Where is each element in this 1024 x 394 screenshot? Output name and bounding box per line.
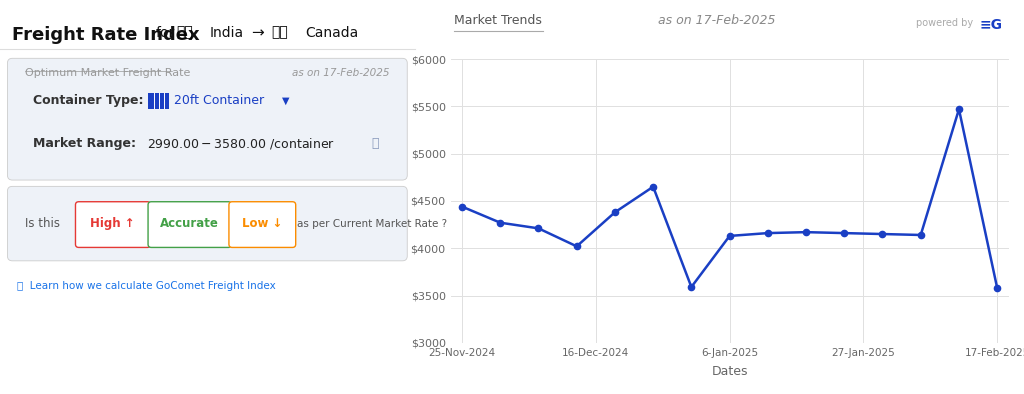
Text: India: India: [210, 26, 244, 40]
Text: as on 17-Feb-2025: as on 17-Feb-2025: [658, 14, 775, 27]
Text: as per Current Market Rate ?: as per Current Market Rate ?: [297, 219, 446, 229]
Text: Market Trends: Market Trends: [454, 14, 542, 27]
Text: $2990.00 - $3580.00 /container: $2990.00 - $3580.00 /container: [147, 136, 335, 151]
Text: ⓘ: ⓘ: [371, 138, 379, 150]
Text: 🇮🇳: 🇮🇳: [176, 26, 193, 40]
FancyBboxPatch shape: [148, 202, 231, 247]
Text: 20ft Container: 20ft Container: [174, 94, 264, 107]
Text: powered by: powered by: [916, 18, 974, 28]
FancyBboxPatch shape: [7, 186, 408, 261]
Text: Container Type:: Container Type:: [33, 94, 143, 107]
FancyBboxPatch shape: [148, 93, 169, 109]
Text: 🇨🇦: 🇨🇦: [271, 26, 289, 40]
Text: Optimum Market Freight Rate: Optimum Market Freight Rate: [25, 68, 190, 78]
Text: Canada: Canada: [305, 26, 358, 40]
FancyBboxPatch shape: [7, 58, 408, 180]
Text: ≡G: ≡G: [980, 18, 1002, 32]
Text: Market Range:: Market Range:: [33, 138, 136, 150]
Text: High ↑: High ↑: [90, 217, 135, 230]
Text: for: for: [156, 26, 175, 40]
Text: Accurate: Accurate: [160, 217, 219, 230]
FancyBboxPatch shape: [229, 202, 296, 247]
Text: ⓘ  Learn how we calculate GoComet Freight Index: ⓘ Learn how we calculate GoComet Freight…: [16, 281, 275, 291]
Text: Freight Rate Index: Freight Rate Index: [12, 26, 200, 44]
FancyBboxPatch shape: [76, 202, 151, 247]
Text: →: →: [251, 26, 263, 41]
Text: Low ↓: Low ↓: [243, 217, 283, 230]
Text: as on 17-Feb-2025: as on 17-Feb-2025: [292, 68, 390, 78]
X-axis label: Dates: Dates: [712, 364, 748, 377]
Text: Is this: Is this: [25, 217, 59, 230]
Text: ▼: ▼: [282, 95, 290, 106]
